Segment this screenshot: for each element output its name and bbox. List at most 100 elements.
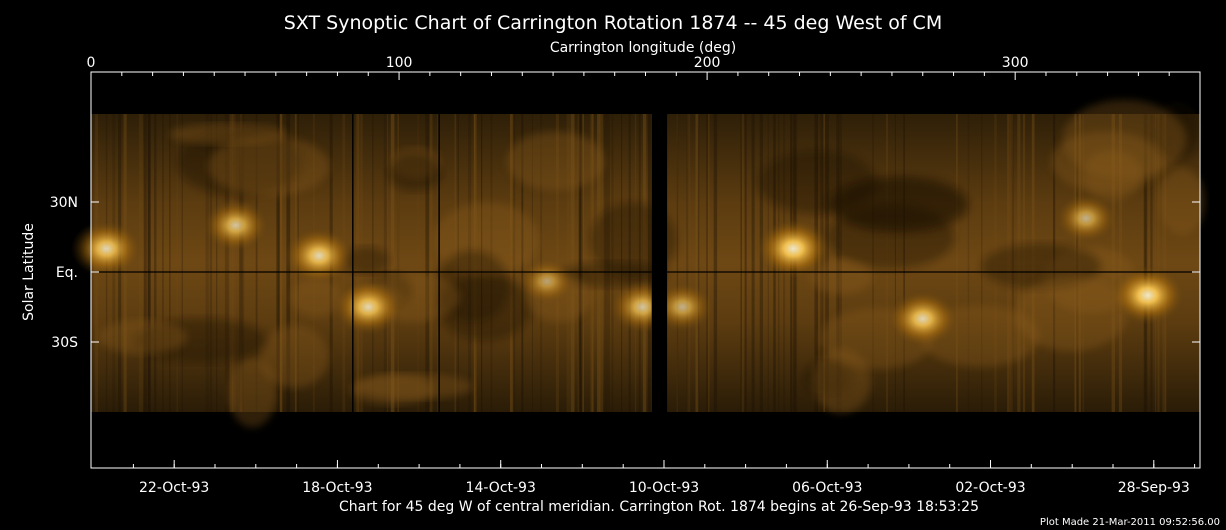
diffuse-patch: [809, 259, 873, 295]
active-region: [1109, 265, 1186, 326]
footer-caption: Chart for 45 deg W of central meridian. …: [339, 499, 979, 515]
texture-streak: [695, 114, 699, 412]
texture-streak: [138, 114, 143, 412]
texture-streak: [582, 114, 584, 412]
texture-streak: [255, 114, 258, 412]
diffuse-patch: [506, 131, 605, 191]
texture-streak: [229, 114, 234, 412]
texture-streak: [708, 114, 710, 412]
texture-streak: [239, 114, 243, 412]
texture-streak: [390, 114, 395, 412]
diffuse-patch: [825, 179, 965, 229]
active-region: [755, 218, 832, 279]
diffuse-patch: [228, 357, 277, 428]
texture-streak: [1143, 114, 1148, 412]
texture-streak: [279, 114, 283, 412]
date-tick-label: 14-Oct-93: [466, 480, 536, 496]
texture-streak: [205, 114, 209, 412]
date-tick-label: 06-Oct-93: [792, 480, 862, 496]
top-tick-label: 200: [694, 55, 721, 71]
diffuse-patch: [169, 123, 289, 145]
texture-streak: [566, 114, 570, 412]
texture-streak: [176, 114, 178, 412]
texture-streak: [280, 114, 283, 412]
chart-marks: [70, 72, 1205, 468]
diffuse-patch: [1015, 276, 1128, 351]
active-region: [332, 278, 404, 336]
texture-streak: [706, 114, 708, 412]
texture-streak: [425, 114, 430, 412]
active-region: [517, 258, 576, 305]
texture-streak: [417, 114, 419, 412]
texture-streak: [239, 114, 243, 412]
top-tick-label: 100: [386, 55, 413, 71]
date-tick-label: 28-Sep-93: [1118, 480, 1190, 496]
diffuse-patch: [350, 374, 435, 405]
texture-streak: [744, 114, 747, 412]
texture-streak: [162, 114, 164, 412]
texture-streak: [676, 114, 678, 412]
top-tick-label: 300: [1002, 55, 1029, 71]
texture-streak: [967, 114, 970, 412]
texture-streak: [147, 114, 150, 412]
texture-streak: [148, 114, 151, 412]
texture-streak: [181, 114, 183, 412]
diffuse-patch: [259, 325, 329, 388]
texture-streak: [169, 114, 171, 412]
texture-streak: [232, 114, 236, 412]
active-region: [202, 198, 270, 252]
texture-streak: [216, 114, 218, 412]
date-tick-label: 10-Oct-93: [629, 480, 699, 496]
texture-streak: [713, 114, 718, 412]
plot-made-stamp: Plot Made 21-Mar-2011 09:52:56.00: [1040, 517, 1220, 528]
texture-streak: [686, 114, 689, 412]
texture-streak: [1164, 114, 1167, 412]
diffuse-patch: [1159, 167, 1205, 236]
diffuse-patch: [207, 136, 330, 197]
texture-streak: [1162, 114, 1167, 412]
texture-streak: [579, 114, 584, 412]
texture-streak: [209, 114, 213, 412]
texture-streak: [578, 114, 582, 412]
texture-streak: [577, 114, 581, 412]
texture-streak: [1155, 114, 1157, 412]
top-tick-label: 0: [87, 55, 96, 71]
active-region: [70, 220, 142, 278]
texture-streak: [741, 114, 744, 412]
texture-streak: [1150, 114, 1153, 412]
y-tick-label: 30S: [51, 335, 78, 351]
texture-streak: [241, 114, 245, 412]
texture-streak: [676, 114, 679, 412]
texture-streak: [751, 114, 755, 412]
active-region: [1054, 193, 1118, 244]
diffuse-patch: [387, 153, 442, 192]
top-axis-label: Carrington longitude (deg): [550, 40, 736, 56]
texture-streak: [697, 114, 700, 412]
date-tick-label: 22-Oct-93: [139, 480, 209, 496]
texture-streak: [570, 114, 575, 412]
texture-streak: [397, 114, 400, 412]
active-region: [887, 290, 959, 348]
plot-area: [70, 71, 1205, 469]
texture-streak: [278, 114, 280, 412]
y-axis-label: Solar Latitude: [21, 223, 37, 321]
texture-streak: [224, 114, 229, 412]
texture-streak: [143, 114, 147, 412]
date-tick-label: 02-Oct-93: [955, 480, 1025, 496]
date-tick-label: 18-Oct-93: [302, 480, 372, 496]
texture-streak: [429, 114, 433, 412]
texture-streak: [276, 114, 280, 412]
active-region: [283, 227, 355, 285]
texture-streak: [582, 114, 584, 412]
texture-streak: [1144, 114, 1147, 412]
diffuse-patch: [1051, 131, 1162, 192]
texture-streak: [686, 114, 691, 412]
diffuse-patch: [290, 278, 343, 317]
texture-streak: [956, 114, 958, 412]
diffuse-patch: [97, 319, 188, 355]
y-tick-label: 30N: [50, 195, 78, 211]
data-gap: [651, 72, 668, 468]
texture-streak: [1157, 114, 1160, 412]
texture-streak: [740, 114, 742, 412]
